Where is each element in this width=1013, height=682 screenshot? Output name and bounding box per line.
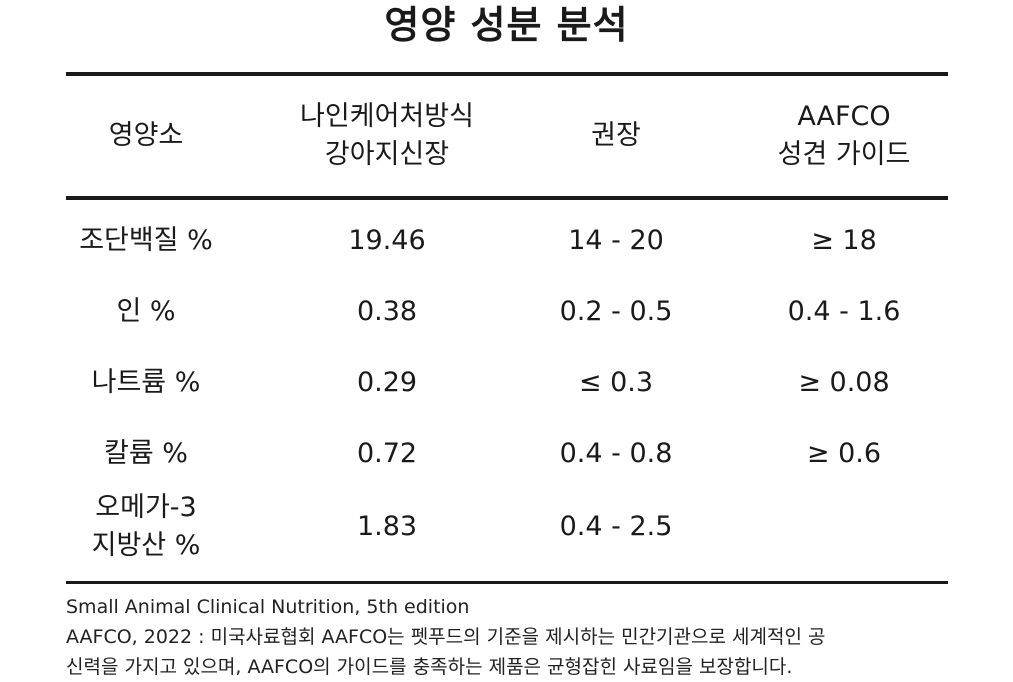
table-row: 인 % 0.38 0.2 - 0.5 0.4 - 1.6 [66,281,948,343]
cell-product-value: 0.38 [356,296,418,327]
table-bottom-rule [66,581,948,584]
table-header-row: 영양소 나인케어처방식 강아지신장 권장 AAFCO 성견 가이드 [66,78,948,194]
cell-product-value: 19.46 [348,225,426,256]
header-product: 나인케어처방식 강아지신장 [300,101,474,170]
cell-product-value: 0.72 [356,438,418,469]
cell-nutrient: 조단백질 % [79,225,213,256]
cell-recommended: 0.2 - 0.5 [559,296,673,327]
cell-nutrient: 오메가-3 지방산 % [91,492,201,561]
cell-recommended: ≤ 0.3 [578,367,654,398]
header-nutrient: 영양소 [108,120,184,151]
cell-aafco: 0.4 - 1.6 [787,296,901,327]
cell-aafco: ≥ 0.6 [806,438,882,469]
cell-nutrient: 인 % [116,296,176,327]
table-row: 조단백질 % 19.46 14 - 20 ≥ 18 [66,210,948,272]
cell-product-value: 0.29 [356,367,418,398]
cell-recommended: 14 - 20 [568,225,664,256]
page-title: 영양 성분 분석 [384,3,629,47]
cell-product-value: 1.83 [356,511,418,542]
cell-aafco [746,484,942,570]
table-row: 칼륨 % 0.72 0.4 - 0.8 ≥ 0.6 [66,423,948,485]
cell-recommended: 0.4 - 2.5 [559,511,673,542]
table-row: 오메가-3 지방산 % 1.83 0.4 - 2.5 [66,484,948,570]
footnote-aafco-line1: AAFCO, 2022 : 미국사료협회 AAFCO는 펫푸드의 기준을 제시하… [66,626,826,648]
footnote-source: Small Animal Clinical Nutrition, 5th edi… [66,596,470,618]
cell-aafco: ≥ 0.08 [798,367,890,398]
cell-nutrient: 칼륨 % [104,438,188,469]
header-aafco: AAFCO 성견 가이드 [777,101,911,170]
cell-aafco: ≥ 18 [811,225,877,256]
footnotes: Small Animal Clinical Nutrition, 5th edi… [66,592,966,682]
footnote-aafco-line2: 신력을 가지고 있으며, AAFCO의 가이드를 충족하는 제품은 균형잡힌 사… [66,656,793,678]
cell-recommended: 0.4 - 0.8 [559,438,673,469]
cell-nutrient: 나트륨 % [91,367,201,398]
table-header-rule [66,196,948,200]
table-top-rule [66,72,948,76]
table-row: 나트륨 % 0.29 ≤ 0.3 ≥ 0.08 [66,352,948,414]
header-recommended: 권장 [591,120,641,151]
